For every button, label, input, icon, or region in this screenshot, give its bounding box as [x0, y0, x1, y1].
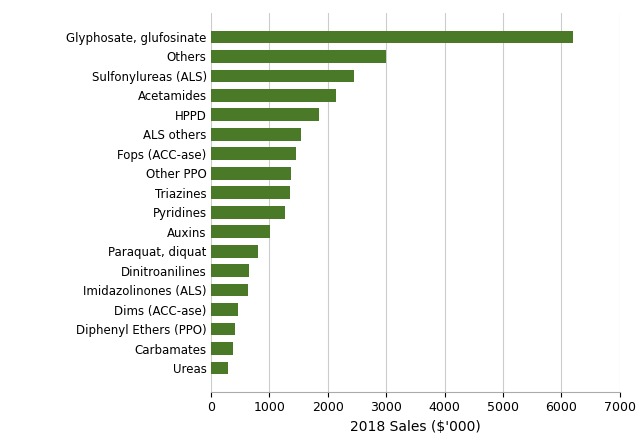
Bar	[211, 109, 319, 121]
Bar	[211, 323, 235, 336]
Bar	[211, 225, 270, 238]
Bar	[211, 264, 249, 277]
Bar	[211, 69, 354, 82]
X-axis label: 2018 Sales ($'000): 2018 Sales ($'000)	[350, 420, 481, 434]
Bar	[211, 303, 238, 316]
Bar	[211, 186, 290, 199]
Bar	[211, 245, 258, 258]
Bar	[211, 89, 337, 101]
Bar	[211, 284, 249, 296]
Bar	[211, 147, 296, 160]
Bar	[211, 206, 285, 218]
Bar	[211, 50, 386, 63]
Bar	[211, 342, 233, 355]
Bar	[211, 128, 302, 141]
Bar	[211, 362, 228, 374]
Bar	[211, 167, 291, 180]
Bar	[211, 31, 573, 43]
